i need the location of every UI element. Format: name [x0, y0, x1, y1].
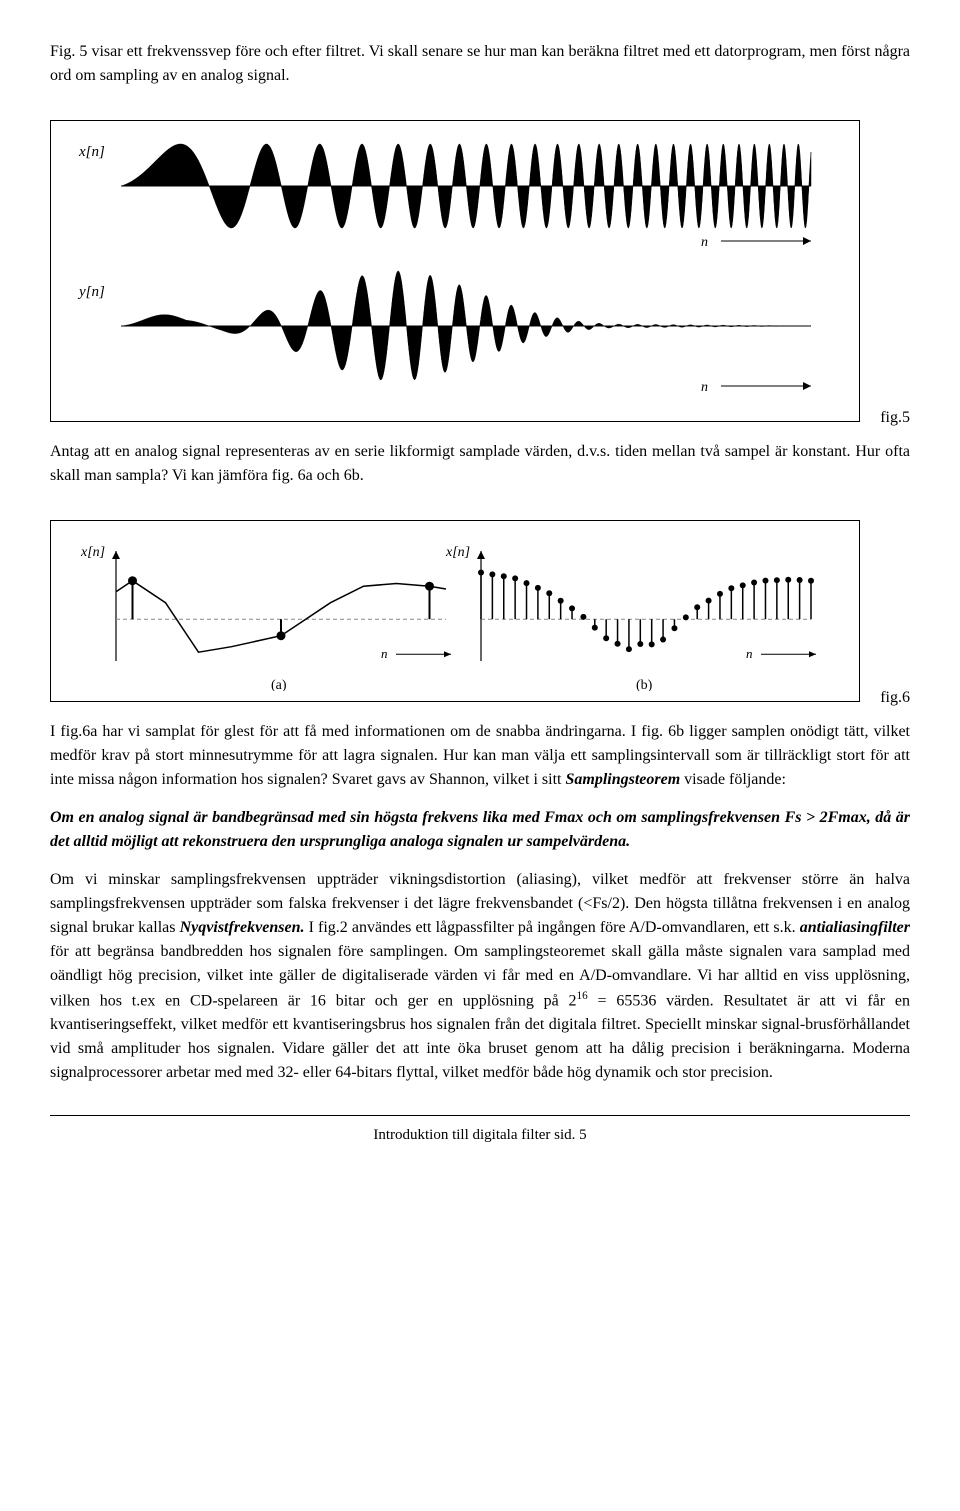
sampling-theorem: Om en analog signal är bandbegränsad med…: [50, 806, 910, 854]
svg-text:n: n: [701, 235, 708, 250]
figure-5: x[n] n y[n] n: [50, 120, 860, 422]
fig6-caption: fig.6: [880, 686, 910, 710]
para4-c: I fig.2 användes ett lågpassfilter på in…: [304, 919, 799, 936]
paragraph-4: Om vi minskar samplingsfrekvensen uppträ…: [50, 868, 910, 1085]
svg-text:(a): (a): [271, 678, 287, 691]
svg-text:y[n]: y[n]: [77, 284, 105, 300]
paragraph-1: Fig. 5 visar ett frekvenssvep före och e…: [50, 40, 910, 88]
svg-text:n: n: [701, 380, 708, 395]
antialias-term: antialiasingfilter: [800, 919, 910, 936]
para4-sup: 16: [577, 990, 588, 1002]
footer-rule: [50, 1115, 910, 1116]
figure-6: n x[n] (a) n x[n] (b): [50, 520, 860, 702]
svg-text:x[n]: x[n]: [78, 144, 105, 160]
svg-text:n: n: [381, 646, 388, 661]
nyquist-term: Nyqvistfrekvensen.: [180, 919, 305, 936]
para3-term: Samplingsteorem: [565, 771, 680, 788]
para3-text-c: visade följande:: [680, 771, 786, 788]
paragraph-2: Antag att en analog signal representeras…: [50, 440, 910, 488]
svg-text:(b): (b): [636, 678, 653, 691]
svg-text:x[n]: x[n]: [80, 545, 105, 560]
page-footer: Introduktion till digitala filter sid. 5: [50, 1124, 910, 1147]
paragraph-3: I fig.6a har vi samplat för glest för at…: [50, 720, 910, 792]
fig6-svg: n x[n] (a) n x[n] (b): [61, 531, 841, 691]
fig5-svg: x[n] n y[n] n: [61, 131, 841, 411]
fig5-caption: fig.5: [880, 406, 910, 430]
svg-text:n: n: [746, 646, 753, 661]
svg-text:x[n]: x[n]: [445, 545, 470, 560]
